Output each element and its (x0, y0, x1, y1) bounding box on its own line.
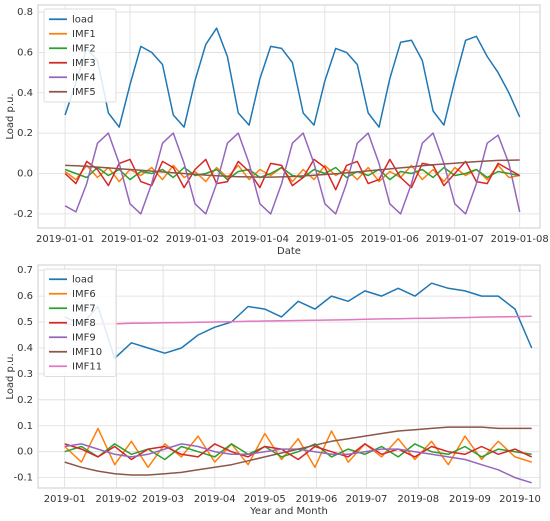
series-line (64, 443, 533, 461)
x-tick-label: 2019-01-07 (426, 234, 484, 245)
legend-label: IMF3 (72, 58, 96, 69)
legend-frame (43, 268, 117, 377)
legend-label: IMF9 (72, 332, 96, 343)
series-line (64, 164, 520, 183)
y-axis-label: Load p.u. (5, 353, 16, 399)
x-tick-label: 2019-09 (449, 494, 491, 505)
x-tick-label: 2019-06 (296, 494, 338, 505)
x-tick-label: 2019-03 (142, 494, 184, 505)
x-tick-label: 2019-08 (397, 494, 439, 505)
x-tick-label: 2019-10 (499, 494, 541, 505)
legend-label: IMF1 (72, 29, 96, 40)
series-line (64, 282, 533, 360)
y-tick-label: 0.7 (17, 265, 33, 276)
x-tick-label: 2019-01 (44, 494, 86, 505)
y-tick-label: 0.6 (17, 47, 33, 58)
x-tick-label: 2019-01-08 (491, 234, 549, 245)
legend-label: IMF11 (72, 361, 102, 372)
legend-label: load (72, 274, 93, 285)
x-tick-label: 2019-01-06 (361, 234, 419, 245)
x-tick-label: 2019-05 (244, 494, 286, 505)
y-tick-label: 0.2 (17, 128, 33, 139)
legend-label: IMF6 (72, 289, 96, 300)
series-line (64, 166, 520, 181)
y-tick-label: 0.1 (17, 421, 33, 432)
legend-label: load (72, 14, 93, 25)
y-tick-label: -0.2 (13, 209, 33, 220)
x-tick-label: 2019-01-01 (36, 234, 94, 245)
legend-label: IMF8 (72, 318, 96, 329)
x-axis-label: Date (277, 246, 301, 257)
x-tick-label: 2019-04 (194, 494, 236, 505)
legend-frame (43, 8, 117, 103)
x-tick-label: 2019-01-02 (101, 234, 159, 245)
legend-label: IMF2 (72, 43, 96, 54)
y-tick-label: 0.4 (17, 88, 33, 99)
y-tick-label: 0.0 (17, 447, 33, 458)
series-line (64, 27, 521, 128)
legend-label: IMF10 (72, 347, 102, 358)
series-line (64, 426, 532, 476)
y-tick-label: 0.8 (17, 7, 33, 18)
y-tick-label: 0.4 (17, 343, 33, 354)
x-tick-label: 2019-02 (95, 494, 137, 505)
series-line (64, 427, 532, 469)
series-line (64, 315, 532, 326)
x-axis-label: Year and Month (249, 506, 328, 517)
y-tick-label: 0.0 (17, 169, 33, 180)
legend-label: IMF4 (72, 72, 96, 83)
y-tick-label: -0.1 (13, 473, 33, 484)
x-tick-label: 2019-07 (346, 494, 388, 505)
y-tick-label: 0.5 (17, 317, 33, 328)
series-line (65, 159, 520, 178)
y-tick-label: 0.3 (17, 369, 33, 380)
x-tick-label: 2019-01-03 (166, 234, 224, 245)
series-line (64, 443, 532, 461)
x-tick-label: 2019-01-05 (296, 234, 354, 245)
y-axis-label: Load p.u. (5, 93, 16, 139)
x-tick-label: 2019-01-04 (231, 234, 289, 245)
series-line (64, 158, 521, 191)
y-tick-label: 0.6 (17, 291, 33, 302)
legend-label: IMF7 (72, 303, 96, 314)
legend-label: IMF5 (72, 87, 96, 98)
y-tick-label: 0.2 (17, 395, 33, 406)
